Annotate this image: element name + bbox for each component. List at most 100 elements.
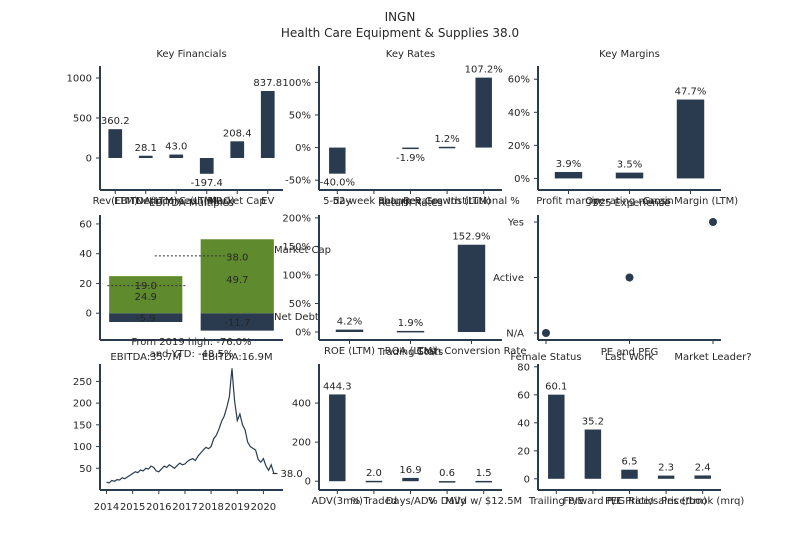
key-financials-x-tick-label: EBITDA(LTM)	[114, 196, 177, 207]
key-rates-y-tick-label: 50%	[289, 110, 311, 121]
price-history-x-tick-label: 2019	[225, 502, 250, 513]
key-rates-bar-label: -1.9%	[396, 153, 425, 164]
pe-peg-bar	[657, 475, 675, 479]
price-history-price-line	[106, 368, 277, 484]
trading-stats-x-tick-label: % Traded	[351, 496, 397, 507]
pe-peg-x-tick-label: Price/book (mrq)	[661, 496, 744, 507]
key-financials-y-tick-label: 1000	[67, 74, 92, 85]
trading-stats-bar	[438, 481, 456, 483]
trading-stats-y-tick-label: 400	[292, 399, 311, 410]
trading-stats-y-tick-label: 200	[292, 438, 311, 449]
trading-stats-bar	[365, 480, 383, 483]
price-history-y-tick-label: 100	[73, 442, 92, 453]
key-margins-y-tick-label: 0%	[514, 174, 530, 185]
pe-peg-bar	[548, 394, 565, 479]
trading-stats-title: Trading Stats	[377, 347, 443, 358]
trading-stats-y-tick-label: 0	[305, 477, 311, 488]
price-history-y-tick-label: 250	[73, 377, 92, 388]
return-rates-y-tick-label: 50%	[289, 299, 311, 310]
ebitda-multiples-cap-bar	[200, 239, 274, 314]
key-rates-bar	[402, 147, 419, 150]
price-history-x-tick-label: 2014	[94, 502, 119, 513]
figure-title: INGN	[385, 10, 416, 24]
ebitda-multiples-x-tick-label: EBITDA:16.9M	[202, 352, 273, 363]
key-rates-x-tick-label: 52-week change	[333, 196, 416, 207]
key-financials-bar	[230, 141, 245, 158]
ebitda-multiples-right-label: Net Debt	[274, 312, 319, 323]
return-rates-y-tick-label: 150%	[282, 242, 311, 253]
return-rates-x-tick-label: Cash Conversion Rate	[416, 346, 526, 357]
key-margins-x-tick-label: Operating margin	[585, 196, 673, 207]
key-financials-x-tick-label: Rev(LTM)	[93, 196, 138, 207]
pe-peg-title: PE and PEG	[601, 347, 659, 358]
key-financials-bar	[138, 155, 153, 158]
key-financials-bar-label: 360.2	[101, 116, 130, 127]
price-history-y-tick-label: 150	[73, 420, 92, 431]
key-financials-title: Key Financials	[156, 49, 226, 60]
key-margins-bar-label: 3.9%	[556, 159, 581, 170]
pe-peg-bar-label: 6.5	[622, 457, 638, 468]
ebitda-multiples-y-tick-label: 20	[79, 279, 92, 290]
ebitda-multiples-multiple-label: 19.0	[135, 281, 157, 292]
ebitda-multiples-debt-label: -11.7	[224, 318, 250, 329]
experience-x-tick-label: Female Status	[510, 352, 581, 363]
experience-point	[625, 273, 634, 282]
experience-y-tick-label: Yes	[507, 218, 524, 229]
pe-peg-x-tick-label: Trailing P/E	[528, 496, 584, 507]
key-margins-y-tick-label: 60%	[508, 75, 530, 86]
key-rates-bar	[438, 146, 456, 149]
key-financials-bar	[199, 158, 214, 174]
return-rates-x-tick-label: ROE (LTM)	[324, 346, 375, 357]
ebitda-multiples-debt-bar	[109, 313, 183, 322]
experience-x-tick-label: Market Leader?	[674, 352, 751, 363]
key-financials-y-tick-label: 500	[73, 114, 92, 125]
trading-stats-x-tick-label: MVd w/ $12.5M	[445, 496, 522, 507]
return-rates-y-tick-label: 200%	[282, 213, 311, 224]
experience-title: -325 Experience	[589, 198, 671, 209]
ebitda-multiples-right-label: Market Cap	[274, 245, 331, 256]
ebitda-multiples-caption: From 2019 high: -76.0%	[131, 337, 251, 348]
return-rates-bar	[396, 330, 425, 333]
return-rates-bar-label: 1.9%	[398, 318, 423, 329]
pe-peg-y-tick-label: 40	[517, 418, 530, 429]
key-rates-x-tick-label: Institutional %	[448, 196, 520, 207]
trading-stats-x-tick-label: Days/ADV	[386, 496, 436, 507]
key-financials-x-tick-label: EV	[261, 196, 274, 207]
experience-x-tick-label: Last Work	[605, 352, 655, 363]
key-margins-title: Key Margins	[599, 49, 660, 60]
pe-peg-y-tick-label: 80	[517, 362, 530, 373]
key-margins-y-tick-label: 40%	[508, 108, 530, 119]
price-history-y-tick-label: 200	[73, 399, 92, 410]
key-financials-bar-label: -197.4	[191, 178, 223, 189]
key-financials-x-tick-label: Cash(MRQ)	[179, 196, 235, 207]
pe-peg-y-tick-label: 60	[517, 390, 530, 401]
key-financials-bar	[108, 129, 123, 158]
ebitda-multiples-debt-bar	[200, 313, 274, 331]
key-margins-x-tick-label: Profit margin	[536, 196, 601, 207]
price-history-x-tick-label: 2015	[120, 502, 145, 513]
ebitda-multiples-debt-label: -5.9	[136, 314, 156, 325]
trading-stats-bar	[475, 480, 492, 483]
pe-peg-y-tick-label: 20	[517, 446, 530, 457]
key-financials-bar	[260, 90, 275, 158]
key-financials-bar-label: 43.0	[165, 142, 187, 153]
ebitda-multiples-x-tick-label: EBITDA:35.7M	[110, 352, 181, 363]
pe-peg-y-tick-label: 0	[524, 474, 530, 485]
key-margins-x-tick-label: Gross Margin (LTM)	[643, 196, 739, 207]
trading-stats-x-tick-label: ADV(3mo)	[312, 496, 363, 507]
pe-peg-bar	[584, 429, 602, 479]
pe-peg-bar-label: 60.1	[545, 382, 567, 393]
key-rates-x-tick-label: Rev Growth (LTM)	[403, 196, 491, 207]
return-rates-x-tick-label: ROA (LTM)	[385, 346, 436, 357]
trading-stats-bar-label: 1.5	[476, 468, 492, 479]
pe-peg-bar	[621, 469, 638, 479]
pe-peg-bar	[694, 475, 711, 479]
key-margins-bar	[554, 171, 583, 179]
trading-stats-bar-label: 444.3	[323, 381, 352, 392]
return-rates-title: Return Rates	[378, 198, 443, 209]
key-rates-y-tick-label: 0%	[295, 143, 311, 154]
key-financials-x-tick-label: Market Cap	[209, 196, 266, 207]
key-rates-bar	[475, 77, 492, 148]
key-margins-y-tick-label: 20%	[508, 141, 530, 152]
ebitda-multiples-title: EBITDA Multiples	[149, 198, 234, 209]
